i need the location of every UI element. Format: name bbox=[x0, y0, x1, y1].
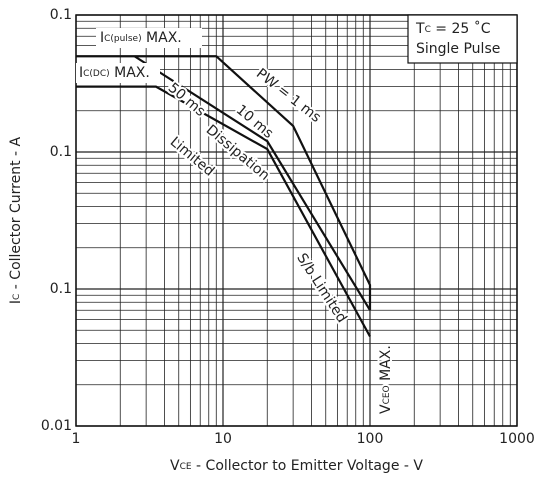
y-tick-label: 0.1 bbox=[50, 7, 72, 23]
annotation-part: Single Pulse bbox=[416, 41, 500, 57]
soa-curve bbox=[133, 55, 371, 311]
annotation-part: = 25 ˚C bbox=[431, 20, 491, 37]
annotation-part: C bbox=[425, 25, 431, 35]
annotation-part: C(DC) bbox=[83, 69, 110, 79]
y-axis-title-part: I bbox=[8, 300, 24, 304]
annotation: PW = 1 ms bbox=[253, 66, 324, 126]
annotation: 10 ms bbox=[233, 102, 276, 142]
annotation-part: T bbox=[415, 21, 425, 37]
y-axis-title-part: C bbox=[12, 294, 22, 300]
annotation: IC(pulse) MAX. bbox=[100, 30, 182, 46]
annotation: Limited bbox=[167, 134, 217, 180]
annotation: TC = 25 ˚C bbox=[415, 20, 491, 37]
annotation-part: MAX. bbox=[110, 65, 150, 81]
annotation-part: C(pulse) bbox=[104, 34, 141, 44]
soa-curve bbox=[76, 55, 372, 311]
annotation-part: PW = 1 ms bbox=[253, 66, 324, 126]
x-tick-label: 100 bbox=[357, 431, 384, 447]
x-tick-label: 10 bbox=[214, 431, 232, 447]
annotation-part: CEO bbox=[382, 385, 392, 404]
plot-frame bbox=[75, 14, 518, 427]
x-axis-title: VCE - Collector to Emitter Voltage - V bbox=[170, 458, 423, 474]
y-axis-title: IC - Collector Current - A bbox=[8, 136, 24, 304]
soa-curve bbox=[76, 85, 371, 338]
annotation-part: I bbox=[79, 65, 83, 81]
x-tick-label: 1000 bbox=[499, 431, 535, 447]
annotation-part: 10 ms bbox=[233, 102, 276, 142]
label-bg bbox=[76, 63, 160, 83]
condition-box bbox=[407, 14, 518, 64]
x-axis-title-part: - Collector to Emitter Voltage - V bbox=[192, 458, 424, 474]
x-axis-title-part: V bbox=[170, 458, 180, 474]
x-axis-title-part: CE bbox=[180, 462, 192, 472]
annotation: VCEO MAX. bbox=[378, 345, 394, 414]
y-tick-label: 0.1 bbox=[50, 281, 72, 297]
annotation-part: MAX. bbox=[378, 345, 394, 385]
annotation: Single Pulse bbox=[416, 41, 500, 57]
annotation-part: V bbox=[378, 404, 394, 414]
y-tick-label: 0.1 bbox=[50, 144, 72, 160]
x-tick-label: 1 bbox=[72, 431, 81, 447]
y-axis-title-part: - Collector Current - A bbox=[8, 136, 24, 293]
annotation-part: MAX. bbox=[142, 30, 182, 46]
annotation-part: Limited bbox=[167, 134, 217, 180]
annotation: IC(DC) MAX. bbox=[79, 65, 150, 81]
annotation-part: I bbox=[100, 30, 104, 46]
y-tick-label: 0.01 bbox=[41, 418, 72, 434]
label-bg bbox=[96, 28, 202, 48]
